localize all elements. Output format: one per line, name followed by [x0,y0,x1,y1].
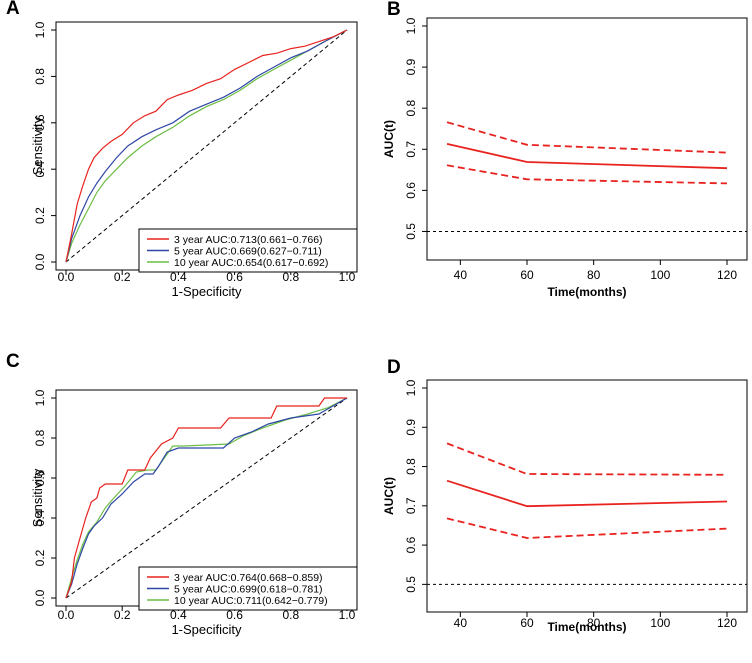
x-tick-label: 0.4 [170,608,187,622]
plot-frame-B [426,17,748,261]
panel-letter-A: A [6,0,20,19]
y-tick-label: 0.8 [33,429,47,446]
y-axis-label: AUC(t) [382,477,396,515]
y-tick-label: 0.6 [33,469,47,486]
y-tick-label: 0.4 [33,161,47,178]
x-tick-label: 0.4 [170,270,187,284]
roc-curve-red [65,397,347,599]
x-tick-label: 100 [650,268,670,282]
roc-curve-green [65,29,348,263]
x-tick-label: 120 [717,268,737,282]
y-tick-label: 0.6 [404,536,418,553]
y-tick-label: 0.8 [33,68,47,85]
panel-letter-D: D [387,357,401,378]
y-tick-label: 0.8 [404,458,418,475]
legend-entry: 5 year AUC:0.669(0.627−0.711) [174,245,322,257]
x-tick-label: 0.8 [282,608,299,622]
y-tick-label: 0.2 [33,207,47,224]
roc-curve-blue [65,397,348,599]
reference-diagonal [65,29,348,263]
roc-curve-green [65,397,348,599]
y-tick-label: 0.6 [404,182,418,199]
x-tick-label: 80 [587,616,601,630]
y-tick-label: 1.0 [404,17,418,34]
lower-ci-line [446,164,728,185]
upper-ci-line [446,442,728,476]
legend-box [138,228,358,273]
x-tick-label: 1.0 [339,608,356,622]
x-axis-label: Time(months) [547,620,626,634]
upper-ci-line [446,121,728,154]
y-tick-label: 0.9 [404,419,418,436]
roc-curve-red [65,29,348,263]
panel-letter-B: B [387,0,401,20]
y-tick-label: 1.0 [404,379,418,396]
x-tick-label: 120 [717,616,737,630]
x-tick-label: 0.6 [226,608,243,622]
auc-line [446,479,728,508]
y-tick-label: 1.0 [33,21,47,38]
x-tick-label: 0.0 [58,608,75,622]
y-tick-label: 0.0 [33,253,47,270]
y-tick-label: 0.2 [33,549,47,566]
x-tick-label: 0.8 [282,270,299,284]
auc-line [446,143,728,170]
lower-ci-line [446,517,728,539]
x-tick-label: 60 [520,268,534,282]
x-tick-label: 0.6 [226,270,243,284]
x-tick-label: 1.0 [339,270,356,284]
y-tick-label: 0.9 [404,58,418,75]
x-tick-label: 0.0 [58,270,75,284]
x-tick-label: 100 [650,616,670,630]
x-tick-label: 0.2 [114,270,131,284]
roc-curve-blue [65,29,348,263]
plot-frame-D [426,379,748,613]
x-tick-label: 40 [454,616,468,630]
y-tick-label: 0.7 [404,141,418,158]
y-tick-label: 1.0 [33,389,47,406]
y-axis-label: Sensitivity [30,468,45,527]
x-tick-label: 60 [520,616,534,630]
reference-diagonal [65,397,348,599]
y-tick-label: 0.5 [404,576,418,593]
x-tick-label: 80 [587,268,601,282]
x-tick-label: 40 [454,268,468,282]
y-tick-label: 0.8 [404,100,418,117]
x-axis-label: 1-Specificity [171,284,242,299]
legend-entry: 3 year AUC:0.713(0.661−0.766) [174,234,323,246]
y-tick-label: 0.0 [33,589,47,606]
legend-box [138,566,358,611]
y-tick-label: 0.5 [404,223,418,240]
x-axis-label: Time(months) [547,285,626,299]
y-tick-label: 0.4 [33,509,47,526]
x-axis-label: 1-Specificity [171,622,242,637]
panel-letter-C: C [6,351,20,372]
legend-entry: 10 year AUC:0.654(0.617−0.692) [174,257,328,269]
y-tick-label: 0.7 [404,497,418,514]
legend-entry: 3 year AUC:0.764(0.668−0.859) [174,572,323,584]
legend-entry: 10 year AUC:0.711(0.642−0.779) [174,595,328,607]
legend-entry: 5 year AUC:0.699(0.618−0.781) [174,583,323,595]
y-axis-label: AUC(t) [382,120,396,158]
y-axis-label: Sensitivity [30,116,45,175]
y-tick-label: 0.6 [33,114,47,131]
x-tick-label: 0.2 [114,608,131,622]
